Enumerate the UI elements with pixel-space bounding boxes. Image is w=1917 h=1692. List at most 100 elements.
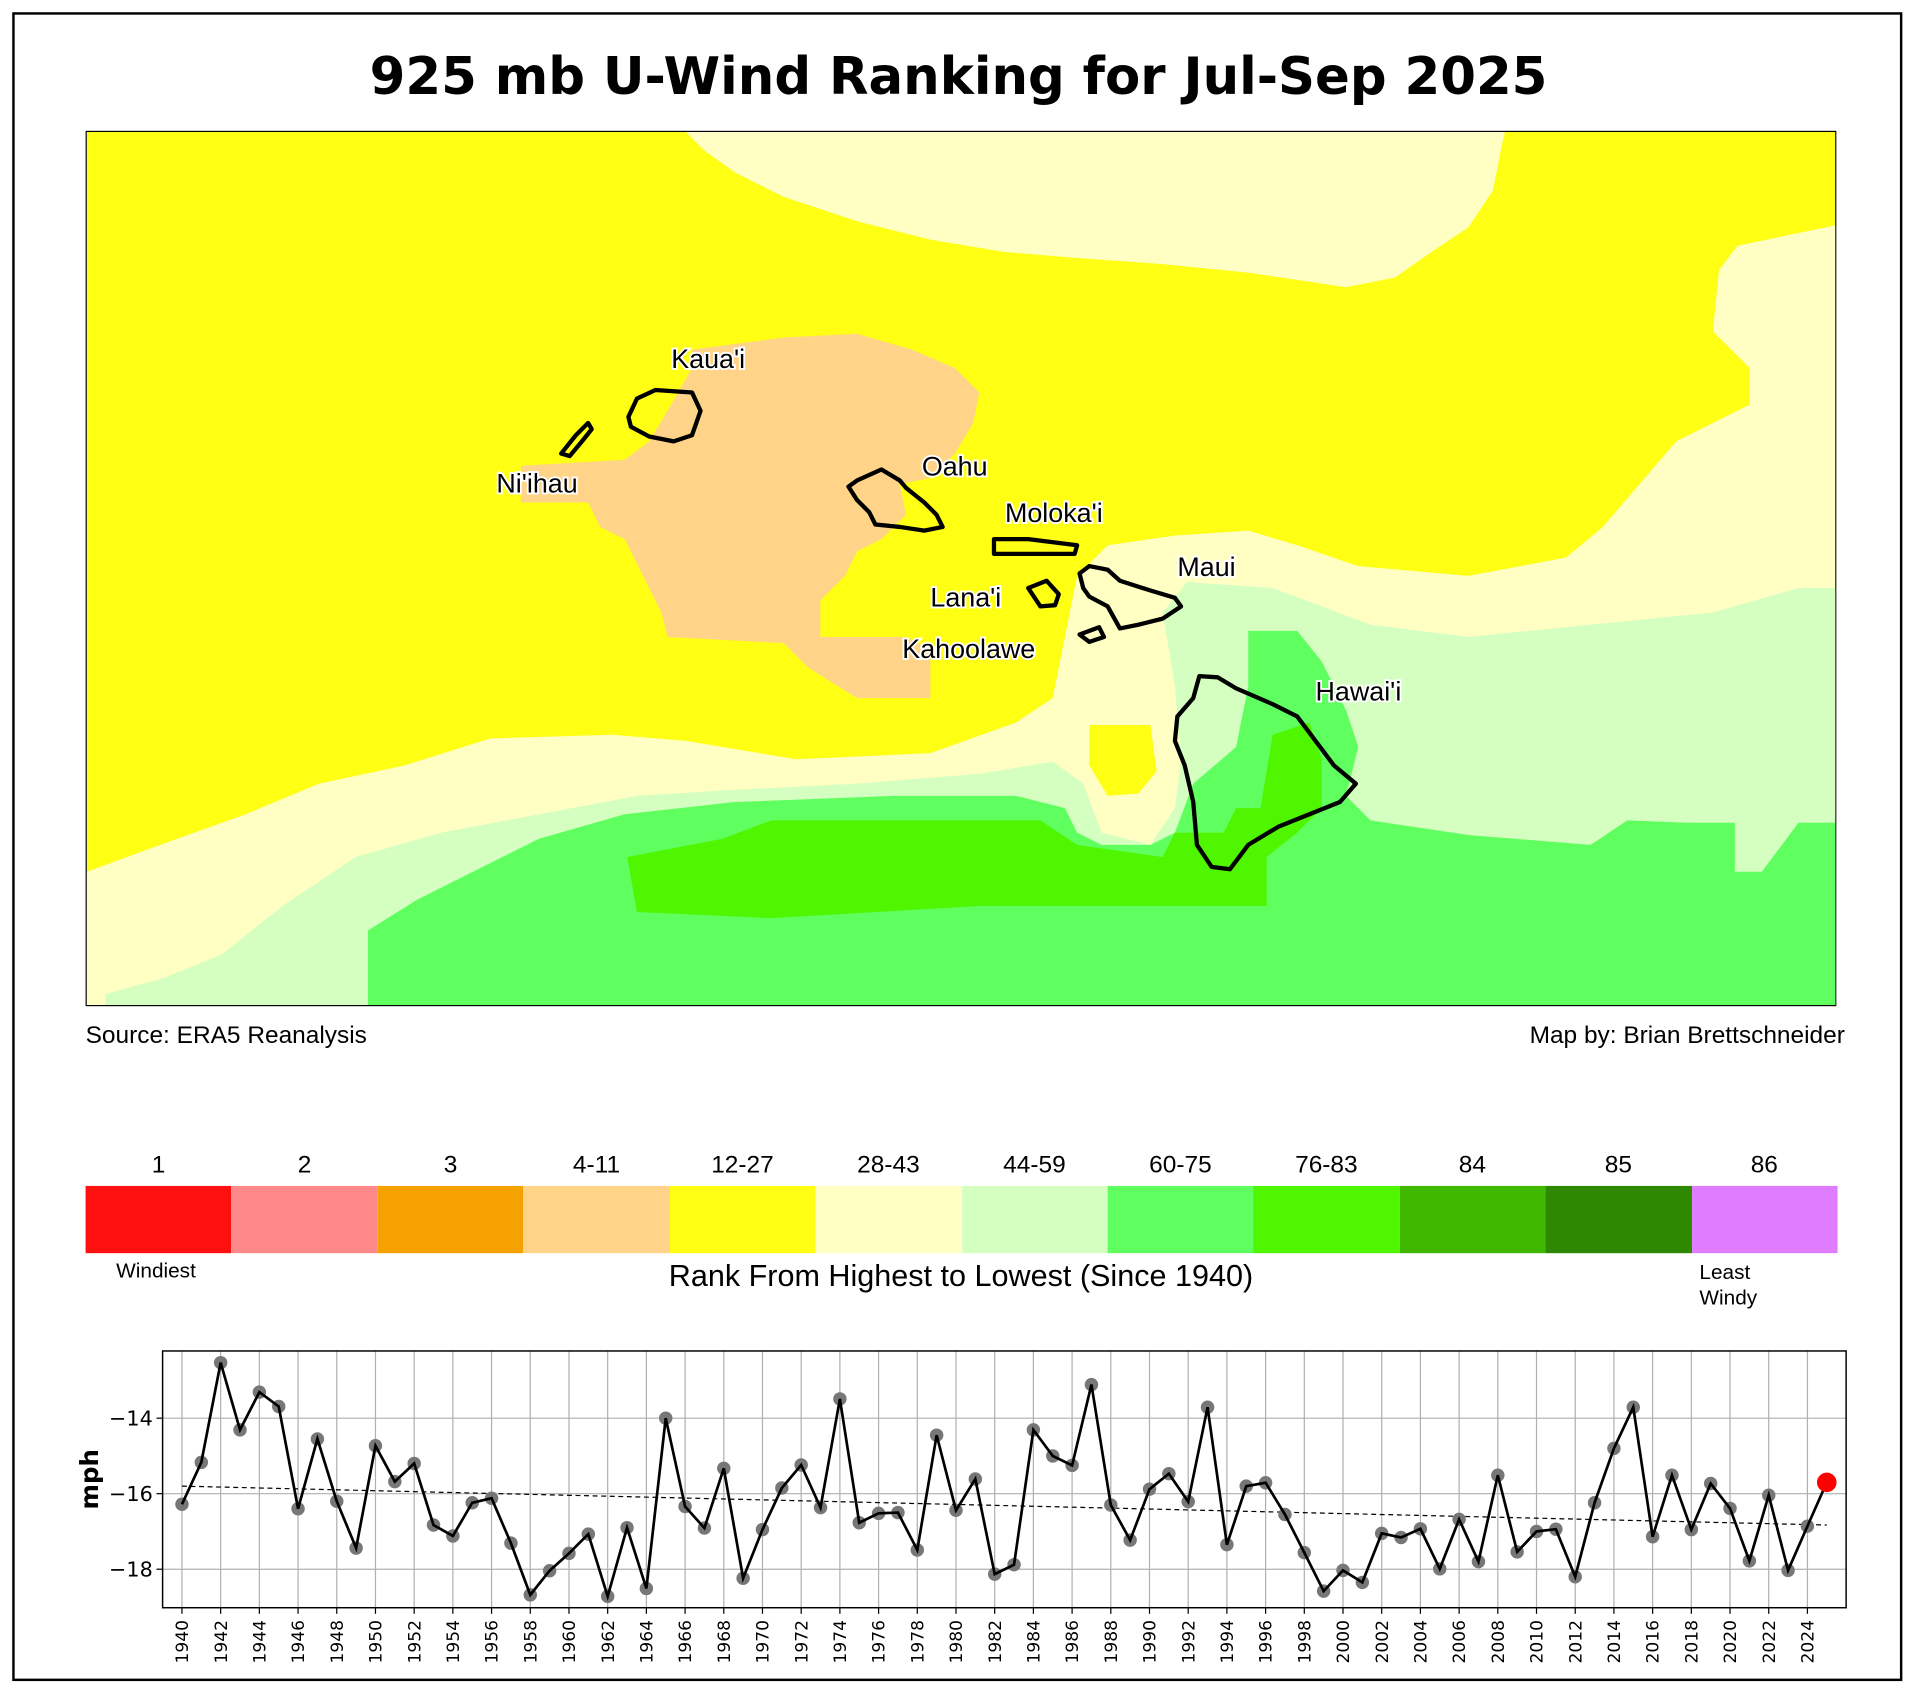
colorbar-swatch: [1545, 1185, 1692, 1254]
island-kahoolawe: [1077, 625, 1107, 645]
colorbar-swatch: [85, 1185, 232, 1254]
colorbar-tick-label: 60-75: [1149, 1151, 1212, 1179]
colorbar-swatch: [1399, 1185, 1546, 1254]
y-axis-label: mph: [75, 1449, 104, 1509]
map-svg: Kaua'i Ni'ihau Oahu Moloka'i Maui Lana'i…: [86, 132, 1836, 1005]
island-maui: [1077, 563, 1184, 631]
x-tick-label: 1958: [521, 1620, 541, 1664]
source-note: Source: ERA5 Reanalysis: [85, 1022, 367, 1049]
colorbar-tick-label: 12-27: [711, 1151, 774, 1179]
colorbar-swatch: [523, 1185, 670, 1254]
colorbar-tick-label: 28-43: [857, 1151, 920, 1179]
colorbar-caption: Rank From Highest to Lowest (Since 1940): [668, 1259, 1254, 1294]
colorbar-high-label-line1: Least: [1699, 1260, 1751, 1284]
x-tick-label: 2000: [1334, 1620, 1354, 1664]
label-molokai: Moloka'i: [1005, 498, 1103, 528]
x-tick-label: 1986: [1063, 1620, 1083, 1664]
colorbar-tick-label: 44-59: [1003, 1151, 1066, 1179]
label-kauai: Kaua'i: [671, 344, 745, 374]
island-lanai: [1026, 578, 1061, 609]
x-tick-label: 1956: [483, 1620, 503, 1664]
x-tick-label: 2004: [1412, 1620, 1432, 1664]
x-tick-label: 2010: [1528, 1620, 1548, 1664]
x-tick-label: 1990: [1141, 1620, 1161, 1664]
x-tick-label: 1946: [289, 1620, 309, 1664]
x-tick-label: 2012: [1566, 1620, 1586, 1664]
x-tick-label: 2022: [1760, 1620, 1780, 1664]
colorbar-swatch: [961, 1185, 1108, 1254]
island-oahu: [846, 467, 945, 533]
rank-map: Kaua'i Ni'ihau Oahu Moloka'i Maui Lana'i…: [85, 130, 1837, 1007]
x-tick-label: 1976: [870, 1620, 890, 1664]
colorbar-tick-label: 1: [151, 1151, 166, 1179]
colorbar: [85, 1185, 1838, 1254]
x-tick-label: 1948: [328, 1620, 348, 1664]
label-maui: Maui: [1177, 552, 1235, 582]
series-line: [180, 1362, 1829, 1602]
island-molokai: [991, 537, 1080, 556]
x-tick-label: 1982: [986, 1620, 1006, 1664]
plot-frame: [161, 1350, 1847, 1609]
x-tick-label: 1944: [250, 1620, 270, 1664]
x-tick-label: 2006: [1450, 1620, 1470, 1664]
x-tick-label: 1940: [173, 1620, 193, 1664]
credit-note: Map by: Brian Brettschneider: [1529, 1022, 1845, 1049]
x-tick-label: 1966: [676, 1620, 696, 1664]
region-rank-4-11: [520, 333, 980, 699]
x-tick-label: 1968: [715, 1620, 735, 1664]
label-kahoolawe: Kahoolawe: [902, 634, 1035, 664]
colorbar-swatch: [1253, 1185, 1400, 1254]
colorbar-tick-label: 2: [297, 1151, 312, 1179]
x-tick-label: 1962: [599, 1620, 619, 1664]
y-tick-label: −16: [109, 1482, 153, 1506]
colorbar-swatch: [669, 1185, 816, 1254]
x-tick-label: 1954: [444, 1620, 464, 1664]
colorbar-tick-label: 85: [1604, 1151, 1632, 1179]
page-title: 925 mb U-Wind Ranking for Jul-Sep 2025: [369, 46, 1548, 107]
x-tick-label: 1992: [1179, 1620, 1199, 1664]
x-tick-label: 1950: [367, 1620, 387, 1664]
colorbar-swatch: [815, 1185, 962, 1254]
highlight-point: [1816, 1472, 1837, 1493]
time-series-chart: 1940 1942 1944 1946 1948 1950 1952 1954 1956 1958…: [75, 1350, 1847, 1664]
x-tick-label: 1984: [1025, 1620, 1045, 1664]
colorbar-tick-label: 76-83: [1295, 1151, 1358, 1179]
x-tick-label: 1974: [831, 1620, 851, 1664]
label-niihau: Ni'ihau: [496, 469, 577, 499]
colorbar-high-label: Least Windy: [1699, 1259, 1757, 1310]
x-tick-label: 2008: [1489, 1620, 1509, 1664]
label-lanai: Lana'i: [930, 582, 1001, 612]
region-rank-12-27-patch: [1089, 725, 1157, 796]
x-tick-label: 2018: [1682, 1620, 1702, 1664]
colorbar-high-label-line2: Windy: [1699, 1286, 1758, 1310]
x-tick-label: 1970: [754, 1620, 774, 1664]
x-tick-label: 1988: [1102, 1620, 1122, 1664]
x-tick-label: 1994: [1218, 1620, 1238, 1664]
x-tick-label: 2014: [1605, 1620, 1625, 1664]
x-tick-label: 1998: [1295, 1620, 1315, 1664]
y-tick-label: −14: [109, 1407, 153, 1431]
colorbar-tick-label: 4-11: [572, 1151, 621, 1179]
x-tick-label: 1952: [405, 1620, 425, 1664]
x-tick-label: 1942: [212, 1620, 232, 1664]
colorbar-swatch: [1107, 1185, 1254, 1254]
region-rank-28-43-top: [685, 132, 1506, 288]
y-tick-label: −18: [109, 1558, 153, 1582]
x-tick-label: 2020: [1721, 1620, 1741, 1664]
x-tick-label: 1980: [947, 1620, 967, 1664]
colorbar-tick-label: 86: [1750, 1151, 1778, 1179]
x-tick-label: 1996: [1257, 1620, 1277, 1664]
label-hawaii: Hawai'i: [1316, 677, 1402, 707]
x-tick-label: 2016: [1644, 1620, 1664, 1664]
x-tick-label: 1978: [908, 1620, 928, 1664]
x-tick-label: 2024: [1799, 1620, 1819, 1664]
label-oahu: Oahu: [922, 452, 988, 482]
x-tick-label: 2002: [1373, 1620, 1393, 1664]
colorbar-tick-label: 84: [1458, 1151, 1486, 1179]
colorbar-low-label: Windiest: [116, 1259, 196, 1283]
colorbar-swatch: [1691, 1185, 1838, 1254]
figure-border: [12, 12, 1903, 1682]
region-rank-76-83: [627, 722, 1322, 919]
trend-line: [181, 1485, 1827, 1526]
